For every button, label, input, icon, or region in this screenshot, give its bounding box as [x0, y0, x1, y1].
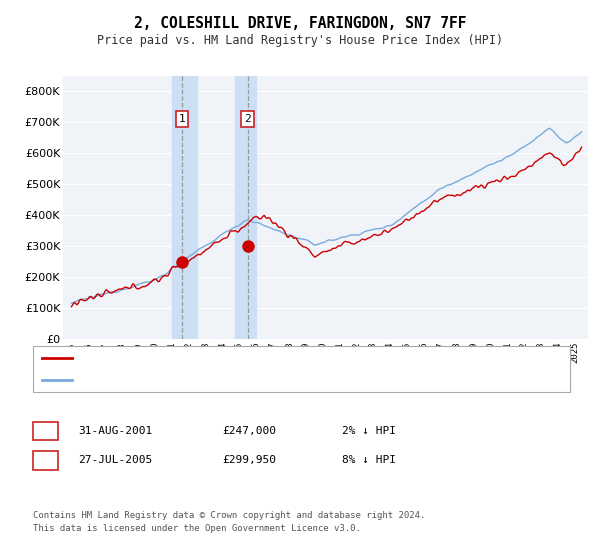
Text: 2% ↓ HPI: 2% ↓ HPI [342, 426, 396, 436]
Bar [172, 76, 197, 339]
Text: 1: 1 [178, 114, 185, 124]
Text: £299,950: £299,950 [222, 455, 276, 465]
Text: £247,000: £247,000 [222, 426, 276, 436]
Text: 2: 2 [244, 114, 251, 124]
Text: 2, COLESHILL DRIVE, FARINGDON, SN7 7FF (detached house): 2, COLESHILL DRIVE, FARINGDON, SN7 7FF (… [78, 353, 422, 363]
Text: 2, COLESHILL DRIVE, FARINGDON, SN7 7FF: 2, COLESHILL DRIVE, FARINGDON, SN7 7FF [134, 16, 466, 31]
Bar [235, 76, 256, 339]
Text: 27-JUL-2005: 27-JUL-2005 [78, 455, 152, 465]
Text: Price paid vs. HM Land Registry's House Price Index (HPI): Price paid vs. HM Land Registry's House … [97, 34, 503, 47]
Text: 31-AUG-2001: 31-AUG-2001 [78, 426, 152, 436]
Text: HPI: Average price, detached house, Vale of White Horse: HPI: Average price, detached house, Vale… [78, 375, 422, 385]
Text: 2: 2 [42, 454, 49, 467]
Text: 1: 1 [42, 424, 49, 438]
Text: 8% ↓ HPI: 8% ↓ HPI [342, 455, 396, 465]
Text: Contains HM Land Registry data © Crown copyright and database right 2024.
This d: Contains HM Land Registry data © Crown c… [33, 511, 425, 533]
